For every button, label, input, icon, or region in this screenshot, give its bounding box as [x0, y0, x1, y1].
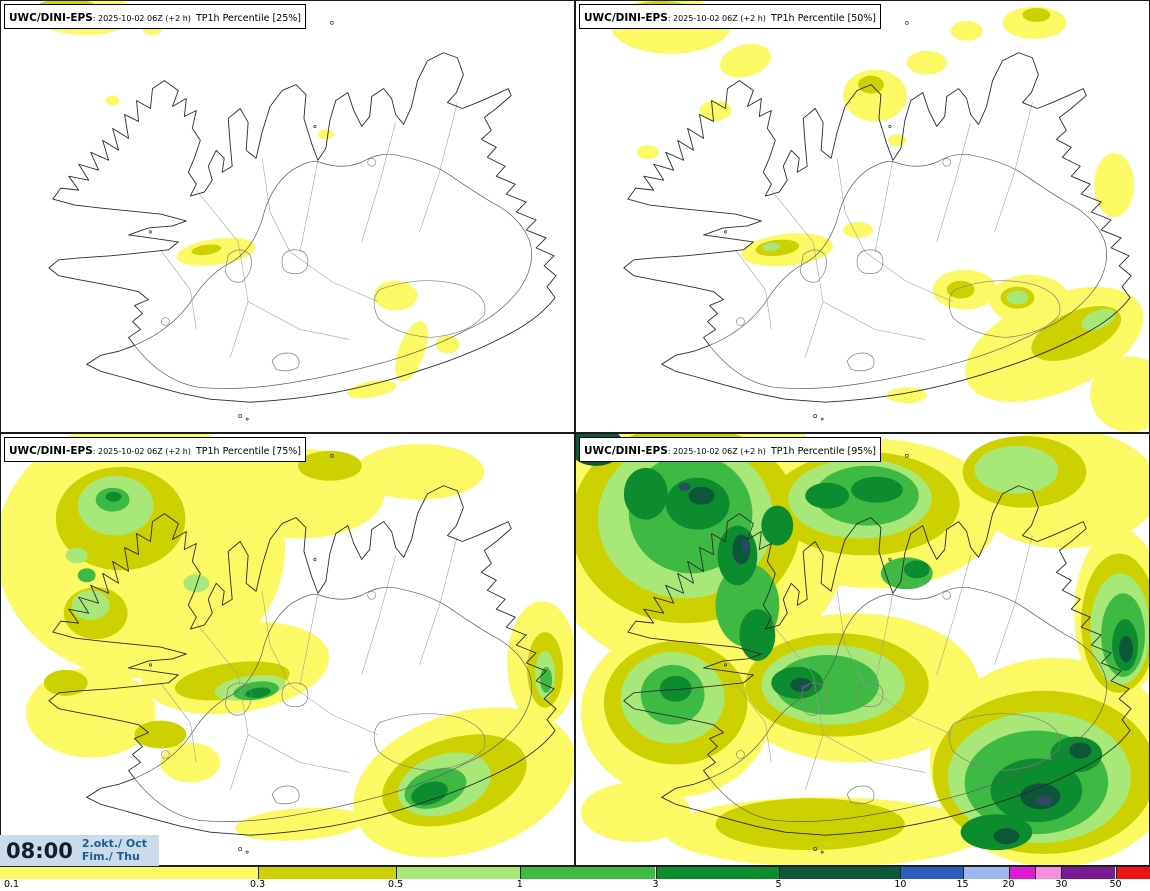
colorbar-tick-label: 0.3 — [250, 879, 266, 890]
valid-date: 2.okt./ Oct Fim./ Thu — [81, 836, 147, 863]
colorbar-segment — [519, 867, 656, 879]
colorbar-tick-label: 0.1 — [3, 879, 20, 890]
colorbar-segment — [395, 867, 520, 879]
precipitation-colorbar: 0.1 0.3 0.5 1 3 5 10 15 20 30 50 — [0, 866, 1150, 891]
colorbar-segment — [655, 867, 779, 879]
valid-time-overlay: 08:00 2.okt./ Oct Fim./ Thu — [0, 835, 159, 866]
parameter-label: TP1h Percentile [50%] — [770, 13, 877, 24]
colorbar-tick-label: 3 — [652, 879, 659, 890]
day-label: Fim./ Thu — [81, 849, 140, 863]
panel-grid: UWC/DINI-EPS: 2025-10-02 06Z (+2 h) TP1h… — [0, 0, 1150, 866]
colorbar-segments — [0, 866, 1150, 879]
model-name: UWC/DINI-EPS — [9, 12, 93, 24]
map-panel-p25: UWC/DINI-EPS: 2025-10-02 06Z (+2 h) TP1h… — [0, 0, 575, 433]
colorbar-segment — [0, 867, 258, 879]
valid-time: 08:00 — [6, 838, 73, 863]
colorbar-ticks: 0.1 0.3 0.5 1 3 5 10 15 20 30 50 — [0, 879, 1150, 891]
colorbar-segment — [1035, 867, 1062, 879]
colorbar-tick-label: 5 — [775, 879, 782, 890]
colorbar-tick-label: 20 — [1002, 879, 1015, 890]
run-info: : 2025-10-02 06Z (+2 h) — [92, 447, 191, 456]
colorbar-tick-label: 10 — [894, 879, 907, 890]
colorbar-segment — [900, 867, 963, 879]
panel-title: UWC/DINI-EPS: 2025-10-02 06Z (+2 h) TP1h… — [4, 437, 307, 462]
parameter-label: TP1h Percentile [75%] — [195, 446, 302, 457]
map-panel-p75: UWC/DINI-EPS: 2025-10-02 06Z (+2 h) TP1h… — [0, 433, 575, 866]
panel-title: UWC/DINI-EPS: 2025-10-02 06Z (+2 h) TP1h… — [579, 437, 882, 462]
colorbar-segment — [778, 867, 901, 879]
map-panel-p50: UWC/DINI-EPS: 2025-10-02 06Z (+2 h) TP1h… — [575, 0, 1150, 433]
colorbar-segment — [1061, 867, 1116, 879]
iceland-map — [576, 434, 1149, 865]
run-info: : 2025-10-02 06Z (+2 h) — [92, 14, 191, 23]
parameter-label: TP1h Percentile [95%] — [770, 446, 877, 457]
iceland-map — [610, 1, 1149, 432]
colorbar-tick-label: 30 — [1055, 879, 1068, 890]
panel-title: UWC/DINI-EPS: 2025-10-02 06Z (+2 h) TP1h… — [579, 4, 882, 29]
date-label: 2.okt./ Oct — [81, 836, 147, 850]
run-info: : 2025-10-02 06Z (+2 h) — [667, 447, 766, 456]
iceland-map — [1, 434, 574, 858]
model-name: UWC/DINI-EPS — [584, 12, 668, 24]
map-panel-p95: UWC/DINI-EPS: 2025-10-02 06Z (+2 h) TP1h… — [575, 433, 1150, 866]
colorbar-tick-label: 50 — [1109, 879, 1122, 890]
iceland-map — [33, 1, 557, 421]
parameter-label: TP1h Percentile [25%] — [195, 13, 302, 24]
colorbar-tick-label: 15 — [956, 879, 969, 890]
model-name: UWC/DINI-EPS — [9, 445, 93, 457]
colorbar-tick-label: 0.5 — [388, 879, 404, 890]
colorbar-segment — [962, 867, 1009, 879]
colorbar-segment — [257, 867, 396, 879]
colorbar-tick-label: 1 — [516, 879, 523, 890]
colorbar-segment — [1115, 867, 1150, 879]
colorbar-segment — [1008, 867, 1035, 879]
run-info: : 2025-10-02 06Z (+2 h) — [667, 14, 766, 23]
model-name: UWC/DINI-EPS — [584, 445, 668, 457]
panel-title: UWC/DINI-EPS: 2025-10-02 06Z (+2 h) TP1h… — [4, 4, 307, 29]
